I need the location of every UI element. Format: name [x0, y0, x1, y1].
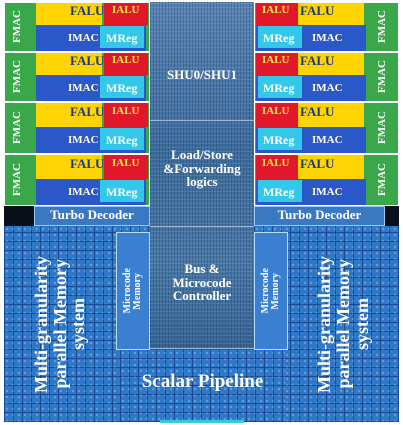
microcode-left-label: Microcode Memory: [116, 232, 150, 350]
microcode-line: Memory: [270, 272, 281, 310]
memory-line: parallel Memory: [333, 259, 354, 389]
falu-label: FALU: [300, 104, 335, 119]
ialu-unit: [104, 155, 148, 179]
memory-line: Multi-granularity: [314, 255, 335, 393]
ialu-unit: [256, 155, 298, 179]
falu-unit: [36, 103, 102, 127]
ialu-label: IALU: [112, 4, 140, 16]
falu-label: FALU: [70, 156, 105, 171]
imac-label: IMAC: [312, 32, 343, 44]
fmac-label: FMAC: [11, 111, 24, 145]
memory-line: system: [351, 298, 372, 350]
ialu-unit: [256, 103, 298, 127]
falu-unit: [298, 155, 364, 179]
falu-label: FALU: [300, 3, 335, 18]
falu-unit: [36, 53, 102, 75]
mreg-label: MReg: [106, 81, 138, 95]
microcode-memory-left: [116, 232, 150, 350]
mreg-unit: [100, 26, 144, 48]
imac-label: IMAC: [68, 82, 99, 94]
mreg-label: MReg: [106, 133, 138, 147]
falu-label: FALU: [70, 3, 105, 18]
falu-unit: [298, 103, 364, 127]
ialu-label: IALU: [262, 4, 290, 16]
falu-label: FALU: [300, 53, 335, 68]
center-column: [150, 2, 254, 376]
falu-unit: [298, 3, 364, 25]
turbo-decoder-left-label: Turbo Decoder: [50, 207, 134, 222]
ialu-unit: [256, 3, 298, 25]
bus-controller-label: Bus & Microcode Controller: [150, 262, 254, 303]
scalar-region: [120, 350, 285, 422]
loadstore-line: logics: [186, 174, 218, 190]
mreg-unit: [100, 76, 144, 98]
loadstore-line: Load/Store: [171, 147, 233, 162]
microcode-line: Memory: [132, 272, 143, 310]
ialu-label: IALU: [112, 157, 140, 169]
divider: [150, 348, 254, 349]
mreg-label: MReg: [263, 31, 295, 45]
mreg-unit: [258, 128, 302, 150]
loadstore-line: &Forwarding: [163, 160, 241, 176]
bottom-accent: [160, 420, 244, 423]
falu-unit: [36, 155, 102, 179]
mreg-label: MReg: [106, 31, 138, 45]
microcode-memory-right: [254, 232, 288, 350]
fmac-label: FMAC: [376, 163, 389, 197]
falu-label: FALU: [300, 156, 335, 171]
fmac-label: FMAC: [11, 10, 24, 44]
fmac-label: FMAC: [11, 163, 24, 197]
fmac-label: FMAC: [376, 111, 389, 145]
mreg-label: MReg: [106, 185, 138, 199]
memory-line: system: [68, 298, 89, 350]
scalar-pipeline-label: Scalar Pipeline: [141, 371, 264, 392]
ialu-label: IALU: [112, 105, 140, 117]
ialu-label: IALU: [262, 54, 290, 66]
imac-label: IMAC: [68, 32, 99, 44]
turbo-decoder-right-label: Turbo Decoder: [277, 207, 362, 222]
imac-label: IMAC: [312, 82, 343, 94]
ialu-unit: [104, 103, 148, 127]
falu-label: FALU: [70, 53, 105, 68]
loadstore-label: Load/Store &Forwarding logics: [150, 148, 254, 189]
falu-unit: [36, 3, 102, 25]
ialu-label: IALU: [262, 105, 290, 117]
ialu-label: IALU: [262, 157, 290, 169]
mreg-unit: [258, 76, 302, 98]
falu-label: FALU: [70, 104, 105, 119]
fmac-label: FMAC: [376, 10, 389, 44]
mreg-unit: [258, 26, 302, 48]
turbo-decoder-right: [254, 206, 385, 226]
mreg-label: MReg: [263, 185, 295, 199]
bus-line: Microcode: [172, 274, 232, 290]
divider: [150, 226, 254, 227]
imac-label: IMAC: [312, 134, 343, 146]
falu-unit: [298, 53, 364, 75]
memory-line: Multi-granularity: [30, 255, 51, 393]
fmac-label: FMAC: [11, 60, 24, 94]
microcode-right-label: Microcode Memory: [254, 232, 288, 350]
imac-label: IMAC: [68, 134, 99, 146]
imac-label: IMAC: [68, 186, 99, 198]
mreg-unit: [258, 180, 302, 202]
imac-label: IMAC: [312, 186, 343, 198]
turbo-decoder-left: [34, 206, 150, 226]
mreg-label: MReg: [263, 81, 295, 95]
bus-line: Controller: [172, 288, 232, 304]
bus-line: Bus &: [184, 261, 220, 276]
mreg-unit: [100, 128, 144, 150]
mreg-label: MReg: [263, 133, 295, 147]
shu-label: SHU0/SHU1: [166, 67, 238, 82]
mreg-unit: [100, 180, 144, 202]
divider: [150, 120, 254, 121]
ialu-unit: [256, 53, 298, 75]
memory-right-label: Multi-granularity parallel Memory system: [288, 226, 399, 422]
ialu-label: IALU: [112, 54, 140, 66]
memory-left-label: Multi-granularity parallel Memory system: [4, 226, 116, 422]
ialu-unit: [104, 3, 148, 25]
ialu-unit: [104, 53, 148, 75]
fmac-label: FMAC: [376, 60, 389, 94]
memory-line: parallel Memory: [49, 259, 70, 389]
